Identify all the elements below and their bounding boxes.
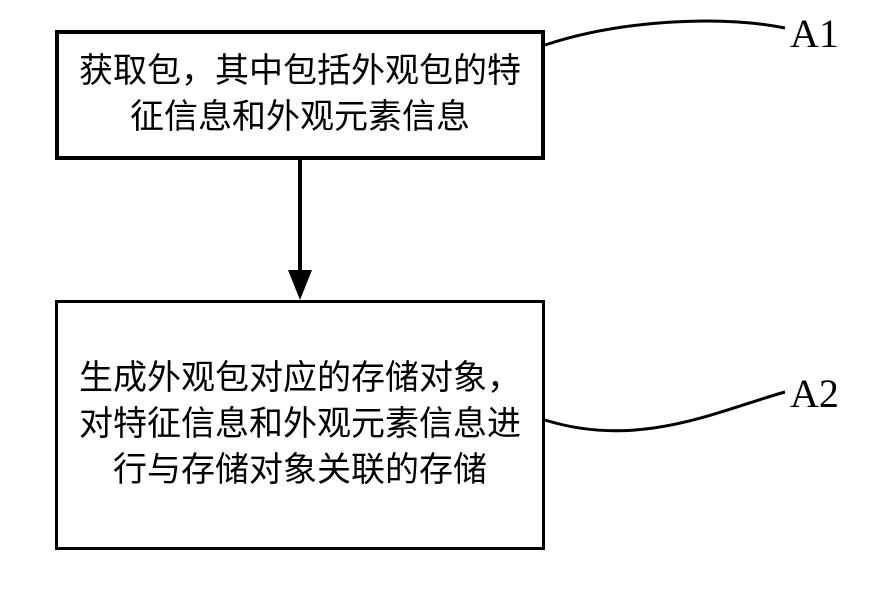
leader-line-a2 [0,0,888,589]
flowchart-canvas: 获取包，其中包括外观包的特征信息和外观元素信息 生成外观包对应的存储对象，对特征… [0,0,888,589]
